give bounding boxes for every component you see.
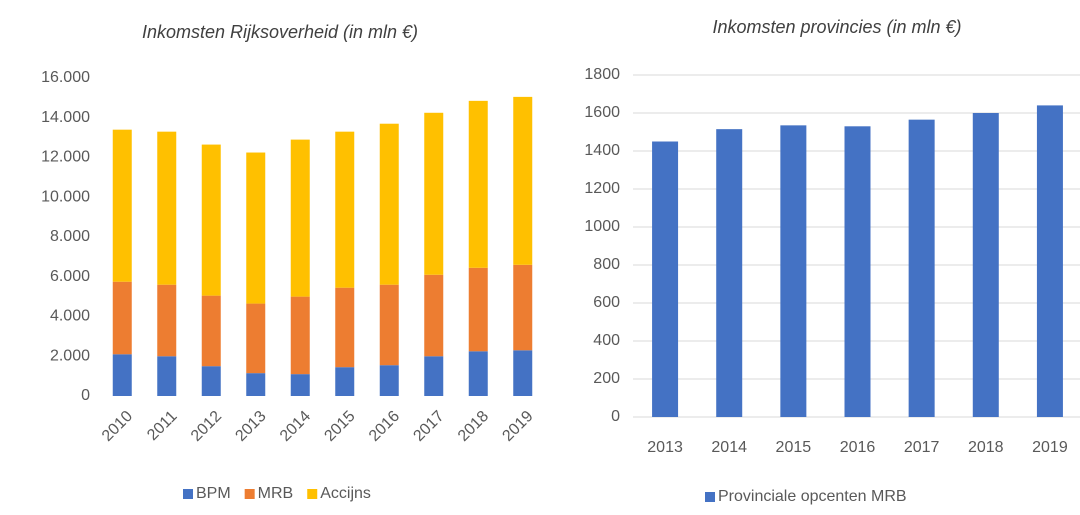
legend-label: MRB [258, 485, 294, 502]
bar [379, 284, 399, 366]
x-tick-label: 2019 [1032, 439, 1068, 456]
x-tick-label: 2017 [904, 439, 940, 456]
bar [716, 129, 743, 417]
bar [201, 366, 221, 396]
bar [424, 112, 444, 275]
y-tick-label: 1600 [584, 104, 620, 121]
legend-swatch [244, 489, 255, 499]
bar [379, 123, 399, 285]
bar [112, 129, 132, 282]
y-tick-label: 2.000 [50, 347, 90, 364]
y-tick-label: 600 [593, 294, 620, 311]
y-tick-label: 1800 [584, 66, 620, 83]
bar [157, 356, 177, 396]
x-tick-label: 2014 [277, 408, 314, 445]
y-tick-label: 0 [611, 408, 620, 425]
bar [652, 141, 679, 417]
legend-label: Accijns [320, 485, 371, 502]
y-tick-label: 6.000 [50, 268, 90, 285]
y-tick-label: 0 [81, 387, 90, 404]
y-tick-label: 10.000 [41, 188, 90, 205]
bar [157, 284, 177, 357]
y-tick-label: 1200 [584, 180, 620, 197]
y-tick-label: 1400 [584, 142, 620, 159]
y-tick-label: 200 [593, 370, 620, 387]
bar [112, 281, 132, 355]
y-tick-label: 1000 [584, 218, 620, 235]
bar [468, 100, 488, 268]
x-tick-label: 2016 [840, 439, 876, 456]
chart-title: Inkomsten Rijksoverheid (in mln €) [142, 22, 418, 42]
bar [379, 365, 399, 396]
bar [201, 295, 221, 367]
bar [335, 131, 355, 288]
x-tick-label: 2014 [711, 439, 747, 456]
y-tick-label: 14.000 [41, 109, 90, 126]
x-tick-label: 2015 [321, 408, 358, 445]
x-tick-label: 2018 [455, 408, 492, 445]
x-tick-label: 2013 [647, 439, 683, 456]
bar [246, 303, 266, 374]
bar [513, 350, 533, 396]
bar [1036, 105, 1063, 418]
y-tick-label: 8.000 [50, 228, 90, 245]
x-tick-label: 2013 [232, 408, 269, 445]
y-tick-label: 4.000 [50, 308, 90, 325]
legend-swatch [705, 492, 715, 502]
x-tick-label: 2011 [144, 408, 180, 444]
legend-swatch [307, 489, 318, 499]
x-tick-label: 2018 [968, 439, 1004, 456]
legend-swatch [183, 489, 193, 499]
bar [424, 274, 444, 357]
chart-title: Inkomsten provincies (in mln €) [712, 17, 961, 37]
bar [290, 139, 310, 297]
bar [468, 351, 488, 396]
x-tick-label: 2017 [410, 408, 447, 445]
bar [335, 287, 355, 368]
bar [290, 296, 310, 375]
y-tick-label: 800 [593, 256, 620, 273]
y-tick-label: 12.000 [41, 149, 90, 166]
x-tick-label: 2012 [188, 408, 225, 445]
bar [513, 264, 533, 351]
x-tick-label: 2019 [499, 408, 536, 445]
bar [908, 119, 935, 418]
bar [112, 354, 132, 396]
x-tick-label: 2016 [366, 408, 403, 445]
bar [513, 96, 533, 265]
legend-label: Provinciale opcenten MRB [718, 488, 907, 505]
bar [780, 125, 807, 417]
bar [246, 152, 266, 304]
bar [246, 373, 266, 396]
y-tick-label: 400 [593, 332, 620, 349]
bar [844, 126, 871, 418]
bar [290, 374, 310, 396]
x-tick-label: 2015 [776, 439, 812, 456]
legend-label: BPM [196, 485, 231, 502]
bar [424, 356, 444, 396]
bar [157, 131, 177, 285]
bar [972, 113, 999, 417]
bar [201, 144, 221, 296]
bar [468, 267, 488, 352]
bar [335, 367, 355, 396]
x-tick-label: 2010 [99, 408, 136, 445]
y-tick-label: 16.000 [41, 69, 90, 86]
